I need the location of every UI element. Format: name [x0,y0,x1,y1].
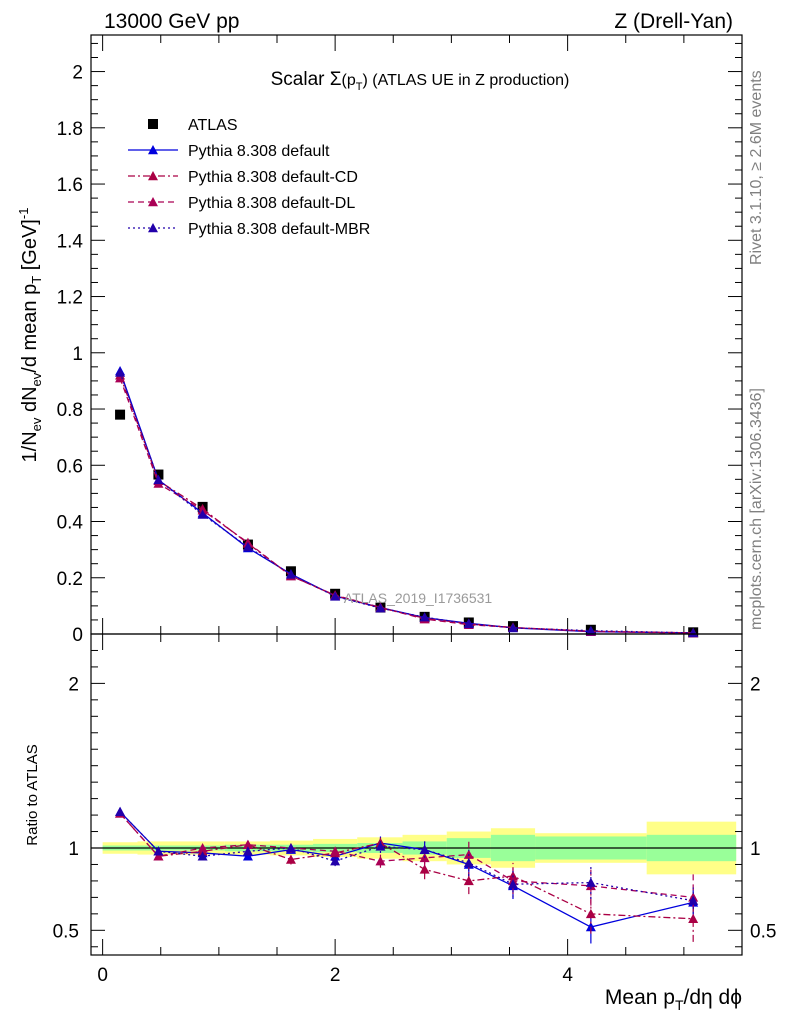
ratio-line-cd [119,812,694,920]
main-y-tick-label: 1.4 [57,231,84,252]
main-y-tick-label: 1.8 [57,119,83,140]
ratio-marker-mbr [585,877,596,887]
legend-marker-mbr [148,223,158,233]
marker-mbr [463,618,474,629]
ratio-marker-mbr [375,841,386,851]
legend-label-data: ATLAS [188,117,238,134]
ratio-marker-cd [419,864,430,874]
ratio-line-dl [119,812,694,899]
ratio-marker-cd [585,908,596,919]
main-panel: 0 0.2 0.4 0.6 0.8 1 1.2 1.4 1.6 1.8 2 Scalar Σ(pT)… [16,35,742,646]
legend: ATLAS Pythia 8.308 default Pythia 8.308 de… [128,117,370,238]
ratio-marker-dl [375,856,386,866]
main-y-tick-label: 1 [72,344,83,365]
marker-dl [115,373,126,383]
plot-title: Scalar Σ(pT) (ATLAS UE in Z production) [271,69,570,93]
data-point-data [115,409,126,420]
marker-mbr [153,474,164,485]
ratio-marker-mbr [507,879,518,889]
marker-mbr [242,541,253,552]
marker-mbr [285,569,296,579]
ratio-ticks: 0.5 0.5 1 1 2 2 0 2 4 [53,634,776,986]
marker-mbr [197,509,208,519]
ratio-marker-mbr [330,856,341,866]
legend-marker-default [148,145,158,155]
ratio-marker-mbr [419,844,430,854]
main-y-tick-label: 2 [72,63,83,84]
marker-mbr [688,627,699,638]
ratio-y-axis-label: Ratio to ATLAS [24,744,41,845]
ratio-marker-mbr [688,895,699,905]
marker-mbr [115,367,126,377]
ratio-curves [115,806,699,944]
main-y-tick-label: 0 [72,625,83,646]
marker-mbr [375,603,386,613]
process-label: Z (Drell-Yan) [614,10,733,33]
ratio-marker-mbr [197,851,208,861]
main-y-axis-label: 1/Nev dNev/d mean pT [GeV]-1 [16,208,44,463]
marker-mbr [507,622,518,633]
ratio-line-default [119,811,694,928]
rivet-label: Rivet 3.1.10, ≥ 2.6M events [748,70,765,265]
legend-label-cd: Pythia 8.308 default-CD [188,169,358,186]
mcplots-label: mcplots.cern.ch [arXiv:1306.3436] [748,388,765,630]
ratio-marker-mbr [285,843,296,853]
series-line-mbr [119,372,694,634]
main-y-tick-label: 1.6 [57,175,83,196]
main-curves [115,366,699,638]
legend-marker-dl [148,197,158,207]
main-y-tick-label: 0.2 [57,569,83,590]
ratio-panel: 0.5 0.5 1 1 2 2 0 2 4 Ratio to ATLAS Mean pT/dη … [24,634,776,1013]
x-axis-label: Mean pT/dη dϕ [605,986,742,1013]
energy-label: 13000 GeV pp [104,10,239,33]
series-line-dl [119,377,694,634]
main-y-tick-label: 1.2 [57,288,83,309]
marker-mbr [419,612,430,622]
ratio-marker-dl [197,843,208,853]
ratio-y-tick-label-right: 2 [750,674,761,695]
legend-label-default: Pythia 8.308 default [188,143,330,160]
ratio-marker-mbr [153,846,164,856]
x-tick-label: 2 [330,965,341,986]
ratio-y-tick-label-right: 1 [750,839,761,860]
legend-label-dl: Pythia 8.308 default-DL [188,195,355,212]
ratio-y-tick-label: 0.5 [53,921,79,942]
legend-label-mbr: Pythia 8.308 default-MBR [188,221,370,238]
main-y-tick-label: 0.8 [57,400,83,421]
x-tick-label: 0 [97,965,108,986]
ratio-marker-cd [463,875,474,886]
data-point-data [153,469,164,480]
ratio-marker-mbr [115,806,126,817]
ratio-y-tick-label-right: 0.5 [750,921,776,942]
marker-mbr [585,625,596,635]
ratio-y-tick-label: 2 [68,674,79,695]
x-tick-label: 4 [562,965,573,986]
legend-marker-cd [148,171,158,181]
main-y-tick-label: 0.4 [57,513,84,534]
ratio-marker-dl [153,851,164,861]
analysis-watermark: ATLAS_2019_I1736531 [344,590,493,606]
main-y-tick-label: 0.6 [57,456,83,477]
ratio-marker-default [242,851,253,861]
ratio-marker-dl [242,839,253,849]
ratio-marker-mbr [242,846,253,856]
ratio-marker-mbr [463,857,474,868]
main-y-ticks: 0 0.2 0.4 0.6 0.8 1 1.2 1.4 1.6 1.8 2 [57,35,742,646]
ratio-frame [90,633,743,956]
ratio-marker-cd [285,854,296,864]
ratio-marker-dl [330,846,341,856]
marker-mbr [330,591,341,601]
ratio-y-tick-label: 1 [68,839,79,860]
legend-marker-data [148,119,158,129]
